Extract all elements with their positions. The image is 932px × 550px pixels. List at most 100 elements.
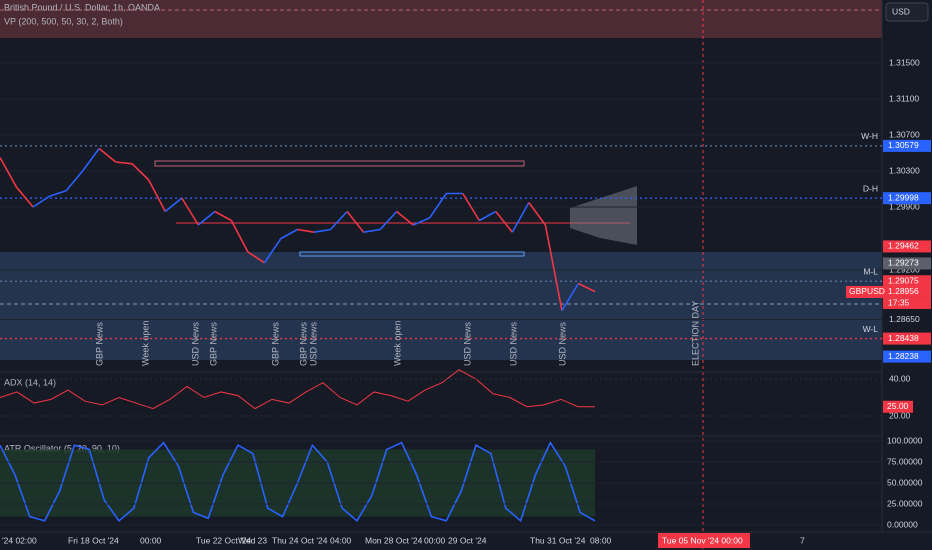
time-label: 08:00 <box>590 535 612 545</box>
price-segment <box>263 238 282 264</box>
price-segment <box>164 197 183 213</box>
time-label: 00:00 <box>424 535 446 545</box>
price-segment <box>544 224 563 311</box>
event-label: Week open <box>140 321 150 366</box>
level-label: W-H <box>861 131 878 141</box>
price-segment <box>181 197 200 226</box>
event-label: ELECTION DAY <box>690 301 700 366</box>
supply-zone <box>0 0 882 38</box>
price-segment <box>313 228 331 233</box>
time-label: 29 Oct '24 <box>448 535 487 545</box>
price-tag <box>883 240 931 253</box>
currency[interactable]: USD <box>892 6 910 16</box>
price-tag-label: 1.28956 <box>888 286 919 296</box>
atr-tick-label: 25.00000 <box>887 498 923 508</box>
adx-title: ADX (14, 14) <box>4 377 56 387</box>
price-tag <box>883 332 931 345</box>
price-segment <box>462 193 480 221</box>
price-segment <box>32 195 51 208</box>
box <box>154 160 525 167</box>
price-segment <box>230 220 249 253</box>
price-segment <box>379 210 398 231</box>
price-segment <box>247 251 265 264</box>
adx-tick-label: 40.00 <box>889 373 911 383</box>
time-label: Tue 05 Nov '24 00:00 <box>662 535 743 545</box>
atr-title: ATR Oscillator (5, 20, 90, 10) <box>4 443 120 453</box>
price-tick-label: 1.31100 <box>889 93 919 103</box>
level-label: W-L <box>863 324 879 334</box>
price-segment <box>429 193 447 219</box>
atr-tick-label: 75.00000 <box>887 456 923 466</box>
atr-tick-label: 50.00000 <box>887 477 923 487</box>
volume-profile <box>570 186 637 245</box>
time-label: Tue 22 Oct '24 <box>196 535 251 545</box>
price-segment <box>412 217 431 226</box>
time-label: Mon 28 Oct '24 <box>365 535 423 545</box>
symbol-tag-label: GBPUSD <box>849 286 885 296</box>
price-tag <box>883 257 931 270</box>
price-segment <box>297 228 315 233</box>
event-label: USD News <box>508 321 518 366</box>
time-label: Thu 24 Oct '24 <box>272 535 328 545</box>
price-segment <box>214 210 232 222</box>
level-label: D-H <box>863 183 878 193</box>
adx-line <box>0 369 595 410</box>
event-label: GBP News <box>208 322 218 366</box>
currency-button[interactable] <box>885 2 929 22</box>
price-segment <box>329 210 348 231</box>
symbol-tag <box>846 285 883 298</box>
price-tag <box>883 275 931 288</box>
price-segment <box>578 282 596 293</box>
price-tag-label: 1.28438 <box>888 333 919 343</box>
time-label: Fri 18 Oct '24 <box>68 535 119 545</box>
price-segment <box>346 211 365 233</box>
price-segment <box>561 283 580 311</box>
price-tag-label: 1.29273 <box>888 258 919 268</box>
level-label: M-L <box>863 267 878 277</box>
time-label: Wed 23 <box>238 535 267 545</box>
price-segment <box>98 147 117 163</box>
price-segment <box>115 161 133 165</box>
event-label: GBP News <box>298 322 308 366</box>
time-label: 00:00 <box>140 535 162 545</box>
price-tag <box>883 139 931 152</box>
event-label: GBP News <box>94 322 104 366</box>
price-segment <box>49 190 67 197</box>
countdown: 17:35 <box>888 298 910 308</box>
event-label: Week open <box>392 321 402 366</box>
price-segment <box>148 179 166 212</box>
time-highlight <box>658 533 750 548</box>
price-tag-label: 1.29075 <box>888 276 919 286</box>
event-label: USD News <box>557 321 567 366</box>
event-label: USD News <box>308 321 318 366</box>
price-tick-label: 1.30700 <box>889 129 920 139</box>
price-segment <box>81 148 100 172</box>
price-tick-label: 1.31500 <box>889 57 920 67</box>
atr-tick-label: 100.0000 <box>887 435 923 445</box>
price-tag-label: 1.28238 <box>888 351 919 361</box>
price-segment <box>511 202 530 233</box>
price-tag-label: 1.30579 <box>888 140 919 150</box>
adx-tag <box>883 400 913 413</box>
event-label: GBP News <box>270 322 280 366</box>
price-segment <box>197 210 216 226</box>
atr-tick-label: 0.00000 <box>887 519 918 529</box>
demand-zone <box>0 252 882 360</box>
price-segment <box>396 210 414 226</box>
price-segment <box>495 211 513 233</box>
price-segment <box>280 228 298 240</box>
box <box>299 251 525 257</box>
price-tag-label: 1.29998 <box>888 192 919 202</box>
price-tag <box>883 192 931 205</box>
price-tag-label: 1.29462 <box>888 241 919 251</box>
adx-tag-label: 25.00 <box>887 401 909 411</box>
price-tag <box>883 285 931 298</box>
symbol-title: British Pound / U.S. Dollar, 1h, OANDA <box>4 2 160 12</box>
price-segment <box>363 228 381 233</box>
price-segment <box>528 202 547 226</box>
price-tick-label: 1.29900 <box>889 201 920 211</box>
price-tick-label: 1.28650 <box>889 314 920 324</box>
adx-tick-label: 20.00 <box>889 410 911 420</box>
indicator-title: VP (200, 500, 50, 30, 2, Both) <box>4 16 123 26</box>
